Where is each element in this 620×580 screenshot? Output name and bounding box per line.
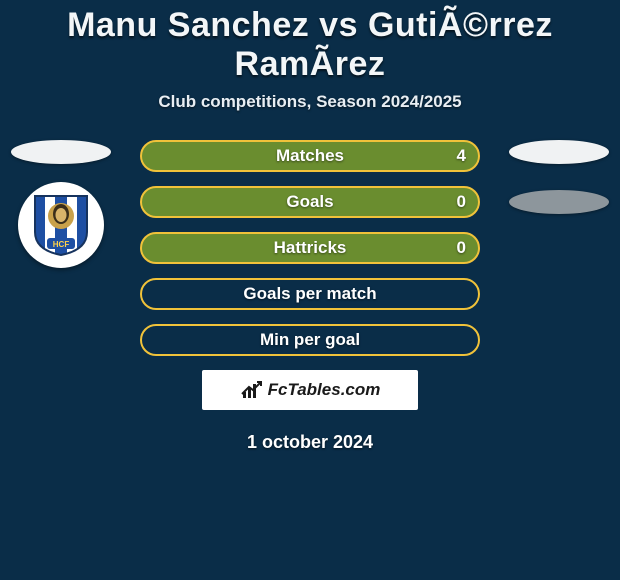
stat-label: Matches [276, 146, 344, 166]
stat-label: Goals [286, 192, 333, 212]
date-text: 1 october 2024 [0, 432, 620, 453]
page-title: Manu Sanchez vs GutiÃ©rrez RamÃ­rez [0, 0, 620, 86]
stat-value-right: 0 [457, 192, 466, 212]
player-oval-right-2 [509, 190, 609, 214]
stat-value-right: 0 [457, 238, 466, 258]
stat-row: Hattricks 0 [140, 232, 480, 264]
stat-label: Hattricks [274, 238, 347, 258]
branding-text: FcTables.com [268, 380, 381, 400]
comparison-stage: HCF Matches 4 Goals 0 Hattricks 0 Goals per ma… [0, 140, 620, 356]
left-player-column: HCF [6, 140, 116, 268]
stat-label: Goals per match [243, 284, 376, 304]
branding-badge: FcTables.com [202, 370, 418, 410]
shield-icon: HCF [33, 194, 89, 256]
stat-row: Goals per match [140, 278, 480, 310]
chart-icon [240, 380, 264, 400]
stat-rows: Matches 4 Goals 0 Hattricks 0 Goals per match M… [140, 140, 480, 356]
stat-row: Min per goal [140, 324, 480, 356]
player-oval-right-1 [509, 140, 609, 164]
stat-label: Min per goal [260, 330, 360, 350]
club-badge-left: HCF [18, 182, 104, 268]
season-subtitle: Club competitions, Season 2024/2025 [0, 92, 620, 112]
stat-row: Goals 0 [140, 186, 480, 218]
stat-value-right: 4 [457, 146, 466, 166]
badge-initials: HCF [53, 240, 70, 249]
right-player-column [504, 140, 614, 228]
player-oval-left-1 [11, 140, 111, 164]
stat-row: Matches 4 [140, 140, 480, 172]
